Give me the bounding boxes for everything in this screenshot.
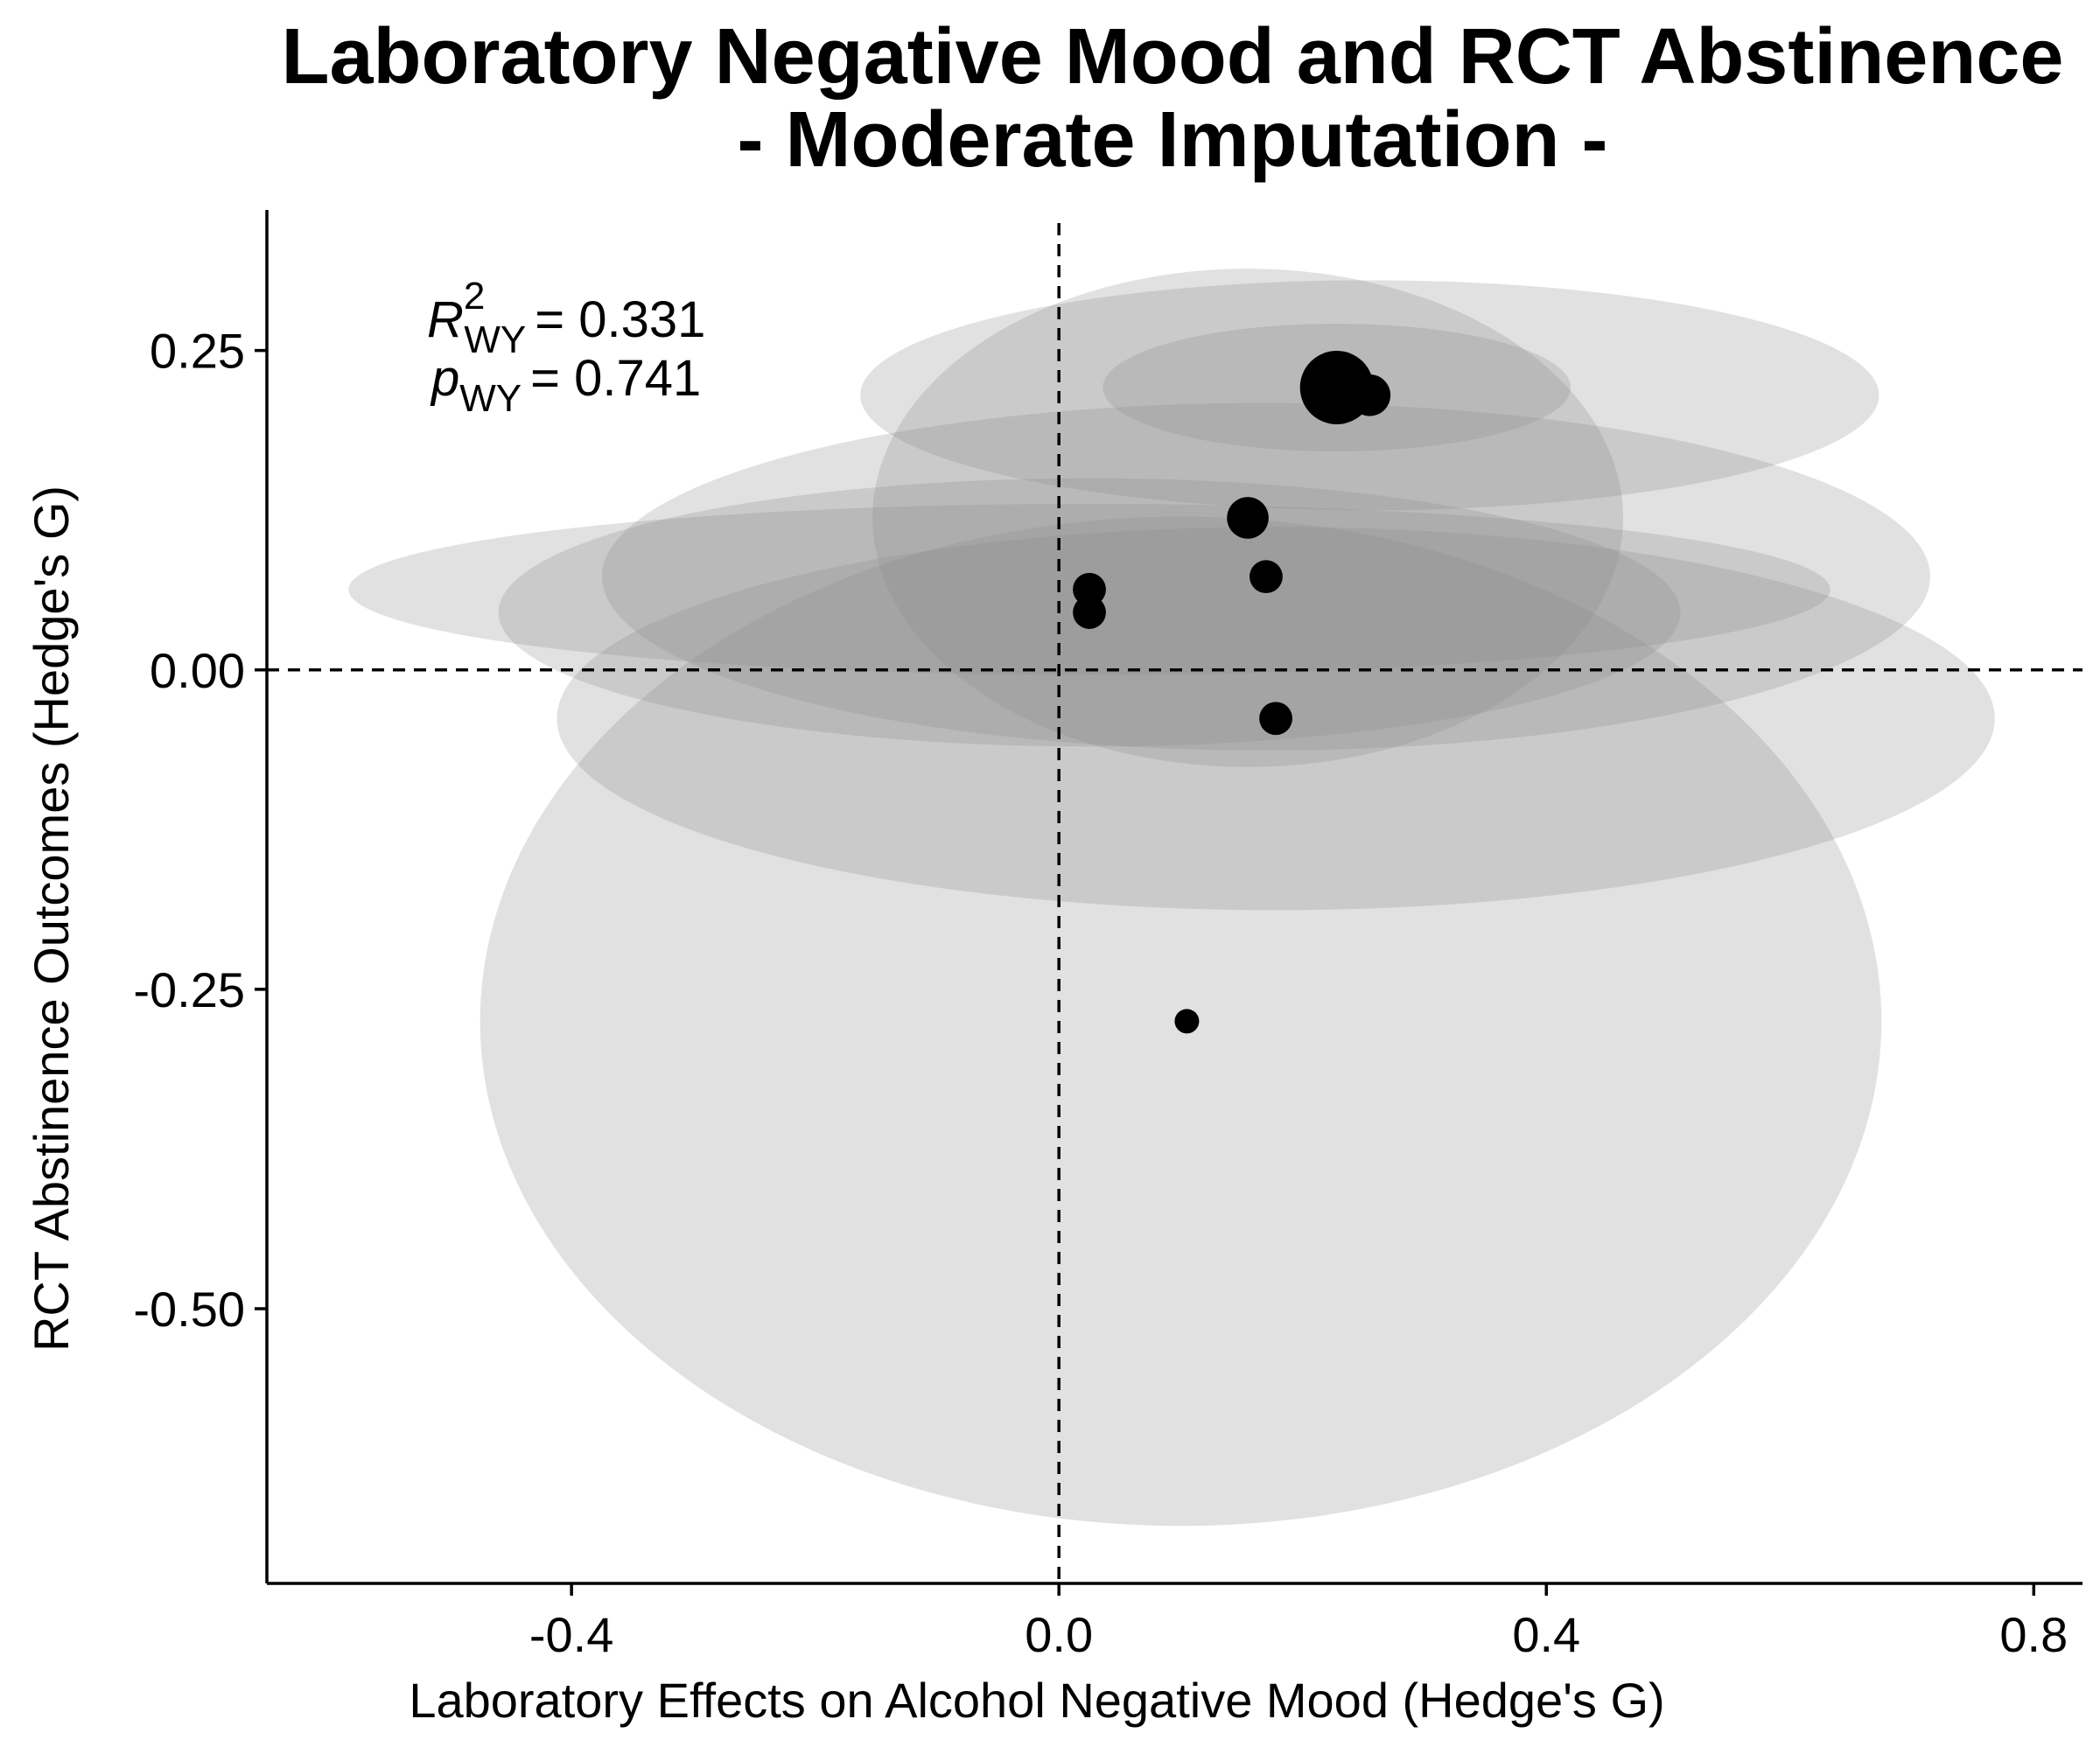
r-squared-line: R2 WY = 0.331: [427, 275, 705, 361]
y-tick-label: -0.50: [133, 1282, 245, 1337]
data-point-3: [1227, 497, 1269, 539]
p-subscript: WY: [459, 377, 522, 420]
r-superscript: 2: [464, 275, 485, 318]
axes: [265, 210, 2082, 1585]
confidence-ellipses: [348, 269, 1995, 1527]
chart-subtitle: - Moderate Imputation -: [738, 96, 1608, 184]
y-tick-label: -0.25: [133, 962, 245, 1017]
x-tick-label: -0.4: [529, 1607, 614, 1662]
data-point-7: [1259, 702, 1292, 736]
r-squared-value: = 0.331: [535, 291, 705, 348]
data-point-5: [1073, 572, 1106, 606]
data-point-4: [1250, 560, 1283, 594]
p-value: = 0.741: [530, 350, 701, 407]
data-point-2: [1348, 374, 1391, 416]
y-axis-title: RCT Abstinence Outcomes (Hedge's G): [24, 486, 79, 1352]
reference-lines: [267, 223, 2082, 1583]
y-tick-label: 0.25: [150, 324, 245, 379]
x-tick-label: 0.8: [1999, 1607, 2068, 1662]
x-axis-title: Laboratory Effects on Alcohol Negative M…: [409, 1673, 1664, 1728]
data-point-8: [1174, 1009, 1200, 1034]
p-symbol: p: [430, 350, 459, 407]
regression-annotation: R2 WY = 0.331 pWY = 0.741: [427, 275, 705, 420]
data-point-6: [1073, 596, 1106, 629]
y-tick-label: 0.00: [150, 643, 245, 698]
r-subscript: WY: [464, 318, 526, 361]
data-points: [1073, 351, 1391, 1034]
x-tick-label: 0.0: [1025, 1607, 1093, 1662]
chart-title: Laboratory Negative Mood and RCT Abstine…: [282, 13, 2064, 101]
tick-labels: -0.4 0.0 0.4 0.8 0.25 0.00 -0.25 -0.50: [133, 324, 2068, 1662]
p-value-line: pWY = 0.741: [430, 350, 701, 420]
r-symbol: R: [427, 291, 464, 348]
x-tick-label: 0.4: [1512, 1607, 1580, 1662]
